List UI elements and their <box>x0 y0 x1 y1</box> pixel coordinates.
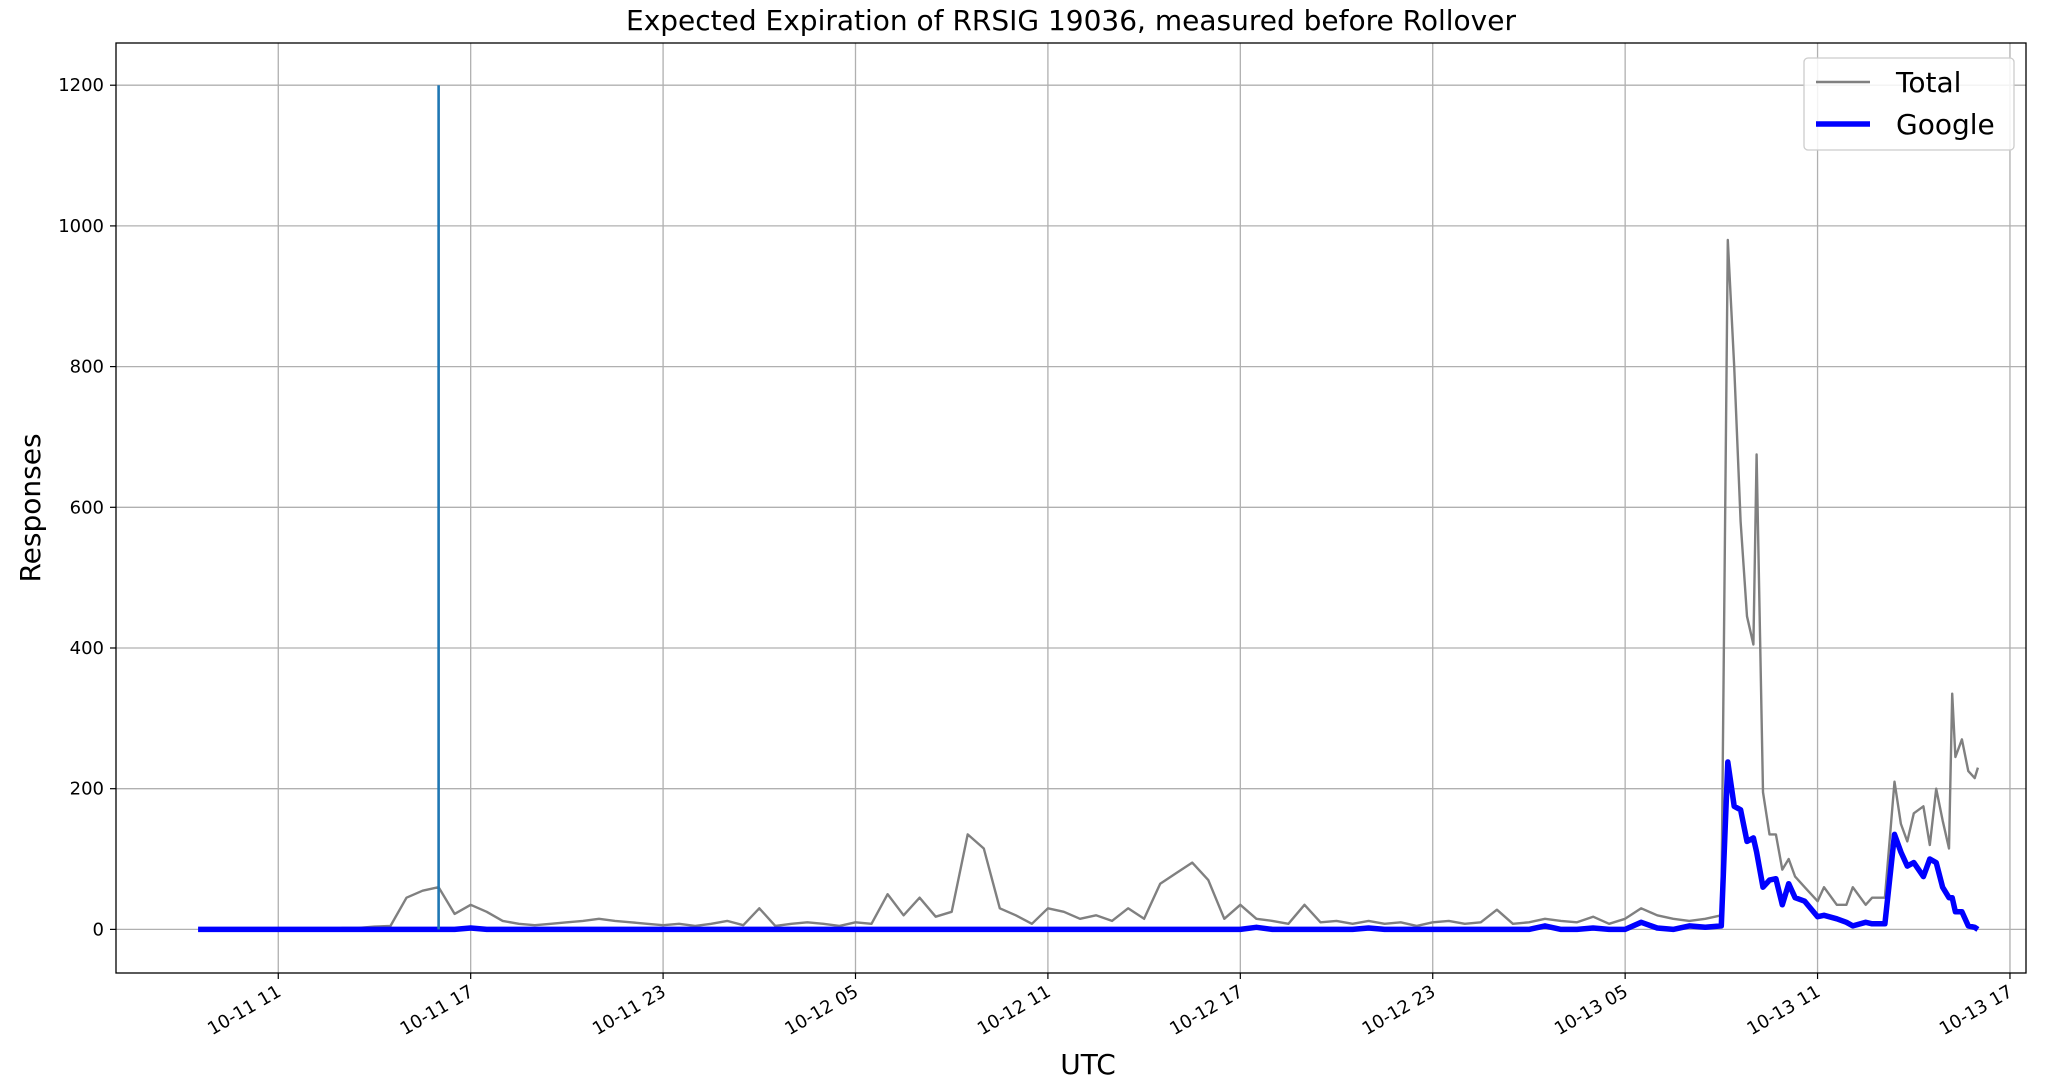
y-tick-label: 800 <box>70 357 104 378</box>
x-tick-label: 10-12 11 <box>974 981 1055 1040</box>
series-line <box>198 238 1980 931</box>
y-tick-label: 200 <box>70 779 104 800</box>
x-tick-label: 10-12 17 <box>1166 981 1247 1040</box>
y-tick-label: 1200 <box>58 75 104 96</box>
y-axis-label: Responses <box>14 433 47 582</box>
x-tick-label: 10-12 05 <box>781 981 862 1040</box>
y-tick-label: 600 <box>70 497 104 518</box>
y-tick-label: 0 <box>93 919 104 940</box>
plot-frame <box>115 42 2027 974</box>
legend: Total Google <box>1803 57 2015 151</box>
x-axis-label: UTC <box>1060 1048 1116 1081</box>
y-tick-label: 1000 <box>58 216 104 237</box>
x-tick-label: 10-11 23 <box>589 981 670 1040</box>
x-tick-label: 10-11 17 <box>397 981 478 1040</box>
legend-label: Google <box>1896 108 1995 141</box>
x-tick-label: 10-13 11 <box>1743 981 1824 1040</box>
series-line <box>198 759 1980 933</box>
x-tick-label: 10-13 17 <box>1936 981 2017 1040</box>
chart-title: Expected Expiration of RRSIG 19036, meas… <box>626 4 1516 37</box>
x-tick-label: 10-12 23 <box>1359 981 1440 1040</box>
y-tick-label: 400 <box>70 638 104 659</box>
x-tick-label: 10-13 05 <box>1551 981 1632 1040</box>
x-tick-label: 10-11 11 <box>204 981 285 1040</box>
legend-label: Total <box>1895 66 1961 99</box>
